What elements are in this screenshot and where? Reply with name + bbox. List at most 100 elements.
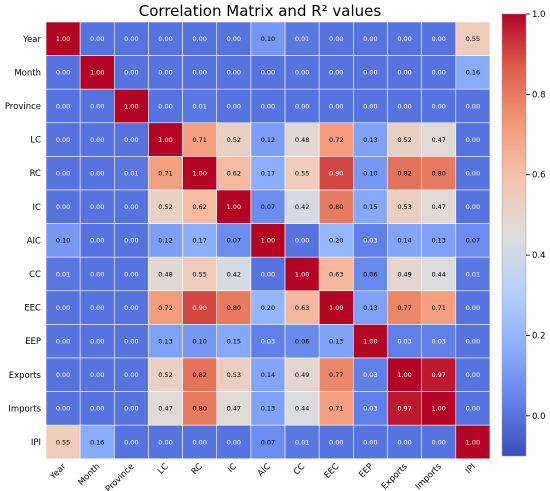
cell-value-label: 0.17	[261, 170, 275, 178]
heatmap-cell	[455, 391, 491, 426]
heatmap-cell	[455, 256, 491, 292]
cell-value-label: 0.47	[431, 203, 445, 211]
cell-value-label: 0.97	[397, 405, 411, 413]
cell-value-label: 0.97	[431, 371, 445, 379]
heatmap-cell	[421, 122, 457, 157]
heatmap-cell	[421, 21, 457, 56]
row-tick-label: RC	[30, 169, 41, 179]
row-tick-label: Imports	[8, 404, 41, 414]
heatmap-cell	[250, 223, 286, 258]
cell-value-label: 0.00	[431, 102, 445, 110]
heatmap-cell	[216, 21, 252, 56]
heatmap-cell	[250, 156, 286, 191]
cell-value-label: 0.12	[158, 237, 172, 245]
heatmap-cell	[114, 122, 149, 157]
row-tick-label: IC	[33, 203, 42, 213]
cell-value-label: 0.00	[431, 35, 445, 43]
column-tick-label: RC	[190, 462, 205, 477]
cell-value-label: 1.00	[227, 203, 241, 211]
cell-value-label: 0.00	[329, 102, 343, 110]
heatmap-cell	[421, 424, 457, 460]
cell-value-label: 0.82	[397, 170, 411, 178]
row-tick-label: IPI	[31, 438, 41, 448]
cell-value-label: 0.00	[466, 170, 480, 178]
cell-value-label: 0.42	[227, 270, 241, 278]
heatmap-cell	[353, 223, 388, 258]
cell-value-label: 0.00	[397, 35, 411, 43]
cell-value-label: 0.00	[56, 371, 70, 379]
heatmap-cell	[284, 189, 320, 224]
column-tick-label: EEC	[323, 462, 342, 481]
cell-value-label: 0.00	[295, 237, 309, 245]
cell-value-label: 0.55	[466, 35, 480, 43]
cell-value-label: 0.00	[431, 69, 445, 77]
cell-value-label: 0.71	[192, 136, 206, 144]
row-tick-label: Province	[5, 102, 41, 112]
heatmap-cell	[148, 189, 183, 224]
heatmap-cell	[387, 223, 422, 258]
cell-value-label: 0.44	[295, 405, 309, 413]
column-tick-label: Province	[104, 462, 137, 491]
heatmap-cell	[79, 189, 115, 224]
heatmap-cell	[182, 256, 218, 292]
heatmap-cell	[182, 223, 218, 258]
heatmap-cell	[353, 189, 388, 224]
heatmap-cell	[421, 290, 457, 325]
cell-value-label: 0.01	[295, 35, 309, 43]
heatmap-cell	[455, 424, 491, 460]
heatmap-cell	[318, 391, 354, 426]
cell-value-label: 0.00	[90, 35, 104, 43]
row-tick-label: Month	[14, 68, 41, 78]
heatmap-cell	[45, 324, 81, 359]
heatmap-cell	[216, 324, 252, 359]
colorbar-gradient	[501, 13, 527, 457]
heatmap-cell	[79, 357, 115, 392]
cell-value-label: 0.13	[158, 338, 172, 346]
heatmap-cell	[182, 88, 218, 124]
cell-value-label: 0.00	[124, 438, 138, 446]
heatmap-cell	[45, 122, 81, 157]
cell-value-label: 0.90	[192, 304, 206, 312]
cell-value-label: 0.82	[192, 371, 206, 379]
cell-value-label: 0.00	[158, 69, 172, 77]
cell-value-label: 0.16	[466, 69, 480, 77]
column-tick-label: Month	[76, 462, 102, 488]
cell-value-label: 0.00	[192, 438, 206, 446]
heatmap-cell	[284, 424, 320, 460]
heatmap-cell	[79, 156, 115, 191]
row-tick-label: EEC	[24, 304, 41, 314]
cell-value-label: 0.00	[295, 102, 309, 110]
cell-value-label: 0.77	[329, 371, 343, 379]
cell-value-label: 0.47	[431, 136, 445, 144]
cell-value-label: 0.16	[90, 438, 104, 446]
heatmap-cell	[455, 357, 491, 392]
cell-value-label: 0.00	[56, 203, 70, 211]
cell-value-label: 0.00	[363, 438, 377, 446]
cell-value-label: 0.00	[431, 438, 445, 446]
heatmap-cell	[45, 156, 81, 191]
cell-value-label: 0.01	[466, 270, 480, 278]
heatmap-cell	[182, 391, 218, 426]
cell-value-label: 0.01	[56, 270, 70, 278]
cell-value-label: 0.00	[466, 304, 480, 312]
cell-value-label: 1.00	[431, 405, 445, 413]
cell-value-label: 0.00	[90, 203, 104, 211]
heatmap-cell	[114, 156, 149, 191]
heatmap-cell	[284, 122, 320, 157]
heatmap-cell	[216, 290, 252, 325]
heatmap-cell	[250, 391, 286, 426]
cell-value-label: 0.17	[192, 237, 206, 245]
row-tick-label: Year	[22, 35, 42, 45]
cell-value-label: 0.52	[227, 136, 241, 144]
cell-value-label: 0.00	[329, 69, 343, 77]
cell-value-label: 0.00	[397, 69, 411, 77]
heatmap-cell	[216, 223, 252, 258]
cell-value-label: 0.00	[90, 102, 104, 110]
column-tick-label: Year	[48, 461, 69, 482]
cell-value-label: 0.03	[363, 237, 377, 245]
cell-value-label: 0.00	[227, 35, 241, 43]
heatmap-cell	[318, 122, 354, 157]
cell-value-label: 0.00	[56, 69, 70, 77]
heatmap-cell	[318, 357, 354, 392]
cell-value-label: 0.14	[397, 237, 411, 245]
